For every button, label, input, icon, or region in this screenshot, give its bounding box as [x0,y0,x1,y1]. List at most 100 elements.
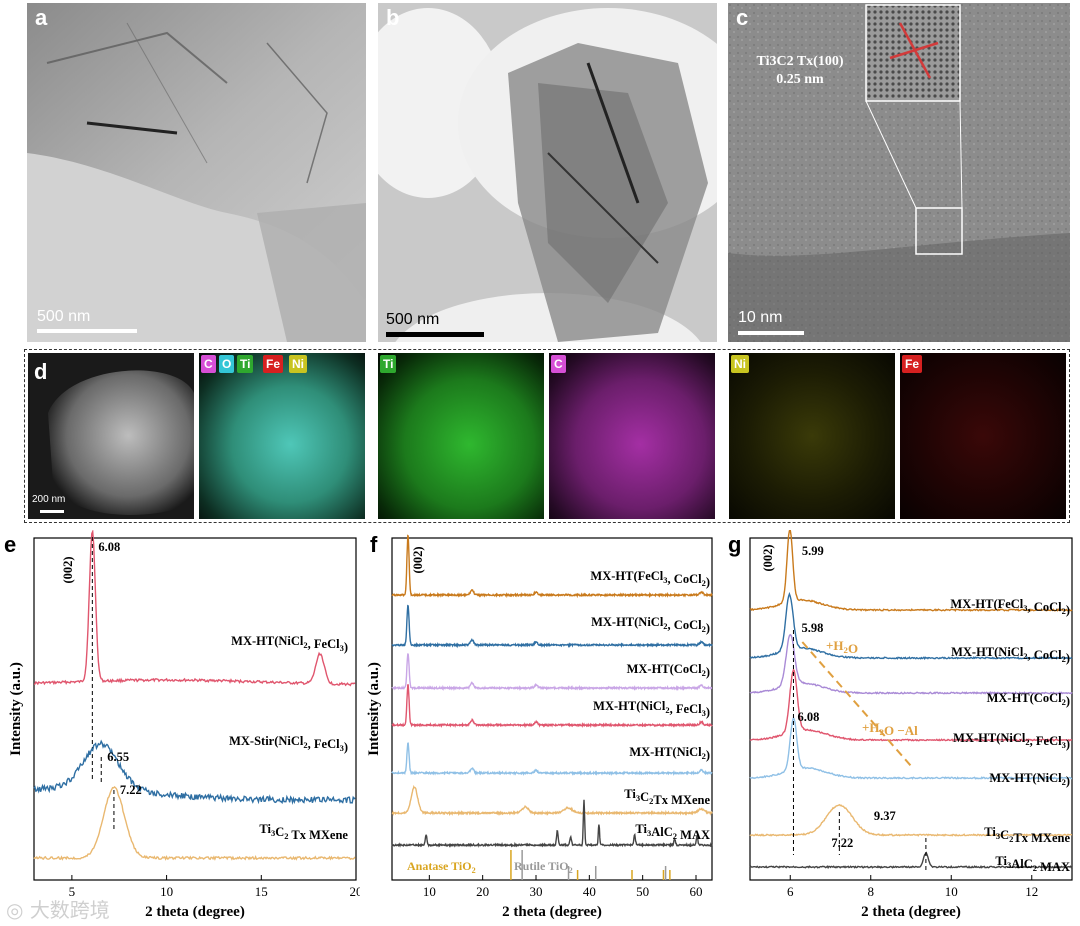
panel-label-g: g [728,532,742,557]
xrd-line [749,716,1072,780]
element-chip: Ti [237,355,254,373]
chips-ti: Ti [380,355,540,373]
panel-a-tem-image: a 500 nm [27,3,366,342]
y-axis-label: Intensity (a.u.) [366,662,382,756]
peak-index: (002) [761,544,775,571]
xrd-line [749,591,1073,661]
eds-map-overlay: C O Ti Fe Ni [199,353,365,519]
xrd-line [391,534,713,599]
eds-map-fe: Fe [900,353,1066,519]
tem-image-b [378,3,717,342]
watermark-icon: ◎ [6,898,24,922]
x-tick-label: 10 [945,884,958,899]
scale-bar-b [386,332,484,337]
chips-overlay: C O Ti Fe Ni [201,355,361,373]
eds-map-c: C [549,353,715,519]
xrd-line [34,530,356,687]
series-label: MX-HT(NiCl2) [629,745,710,762]
x-tick-label: 20 [350,884,361,899]
haadf-image-graphic [48,370,194,515]
scale-bar-text-b: 500 nm [386,311,440,328]
peak-value: 6.08 [797,710,819,724]
panel-d-eds-frame [24,349,1070,523]
scale-bar-text-c: 10 nm [738,309,783,326]
series-label: MX-HT(NiCl2, CoCl2) [951,645,1070,665]
x-tick-label: 10 [423,884,436,899]
x-axis-label: 2 theta (degree) [145,904,245,920]
peak-value: 6.08 [98,540,120,554]
element-chip: Fe [263,355,284,373]
x-tick-label: 6 [787,884,794,899]
eds-map-ni: Ni [729,353,895,519]
xrd-line [33,739,356,805]
panel-label-a: a [35,5,48,30]
xrd-line [391,684,713,729]
plot-frame [33,537,357,881]
panel-c-hrtem-image: c Ti3C2 Tx(100) 0.25 nm 10 nm [728,3,1070,342]
series-label: MX-HT(FeCl3, CoCl2) [590,569,710,589]
scale-bar-c [738,331,804,335]
panel-label-e: e [4,532,17,557]
x-tick-label: 60 [690,884,703,899]
x-tick-label: 20 [476,884,489,899]
peak-value: 6.55 [107,750,129,764]
xrd-line [391,742,713,776]
arrow-label-h2o-al: +H2O −Al [862,720,918,738]
haadf-image: d 200 nm [28,353,194,519]
series-label: MX-HT(NiCl2, FeCl3) [231,634,348,654]
x-tick-label: 15 [255,884,268,899]
x-tick-label: 12 [1025,884,1038,899]
peak-index: (002) [61,556,75,583]
lattice-annotation: Ti3C2 Tx(100) 0.25 nm [750,53,850,89]
y-axis-label: Intensity (a.u.) [8,662,24,756]
series-label: Ti3AlC2 MAX [995,854,1070,874]
xrd-line [749,530,1073,612]
reference-label-rutile: Rutile TiO2 [514,859,573,875]
xrd-line [749,667,1073,742]
peak-value: 5.98 [801,621,823,635]
panel-label-c: c [736,5,749,30]
xrd-chart-f: 10 20 30 40 50 60 2 theta (degree) Intensity (a… [366,534,713,920]
xrd-line [391,784,713,817]
arrow-label-h2o: +H2O [826,638,858,656]
element-chip: Ni [731,355,749,373]
element-chip: Fe [902,355,923,373]
series-label: MX-Stir(NiCl2, FeCl3) [229,734,348,754]
series-label: MX-HT(NiCl2, CoCl2) [591,615,710,635]
series-label: MX-HT(FeCl3, CoCl2) [950,597,1070,617]
xrd-line [749,803,1073,837]
series-label: Ti3C2Tx MXene [984,825,1070,845]
x-axis-label: 2 theta (degree) [502,904,602,920]
xrd-line [749,851,1073,870]
eds-map-ti: Ti [378,353,544,519]
x-tick-label: 40 [583,884,596,899]
scale-bar-text-d: 200 nm [32,494,66,505]
peak-value: 5.99 [802,544,824,558]
xrd-line [33,785,356,861]
x-tick-label: 10 [160,884,173,899]
peak-value: 7.22 [831,836,853,850]
lattice-spacing-label: 0.25 nm [776,72,824,87]
scale-bar-d [40,510,64,513]
scale-bar-a [37,329,137,333]
panel-label-d: d [34,359,48,384]
reference-label-anatase: Anatase TiO2 [407,859,476,875]
element-chip: Ni [289,355,307,373]
plot-frame [749,537,1073,881]
series-label: MX-HT(CoCl2) [987,691,1070,708]
series-label: MX-HT(CoCl2) [627,662,710,679]
peak-value: 9.37 [874,809,896,823]
chips-ni: Ni [731,355,891,373]
x-tick-label: 5 [69,884,76,899]
peak-value: 7.22 [120,783,142,797]
chips-c: C [551,355,711,373]
series-label: MX-HT(NiCl2) [989,771,1070,788]
series-label: Ti3C2Tx MXene [624,787,710,807]
x-tick-label: 50 [636,884,649,899]
plot-frame [391,537,713,881]
panel-b-tem-image: b 500 nm [378,3,717,342]
xrd-chart-g: 6 8 10 12 2 theta (degree) MX-HT(FeCl3, CoCl2… [749,530,1073,920]
element-chip: Ti [380,355,397,373]
element-chip: C [201,355,216,373]
panel-label-b: b [386,5,400,30]
